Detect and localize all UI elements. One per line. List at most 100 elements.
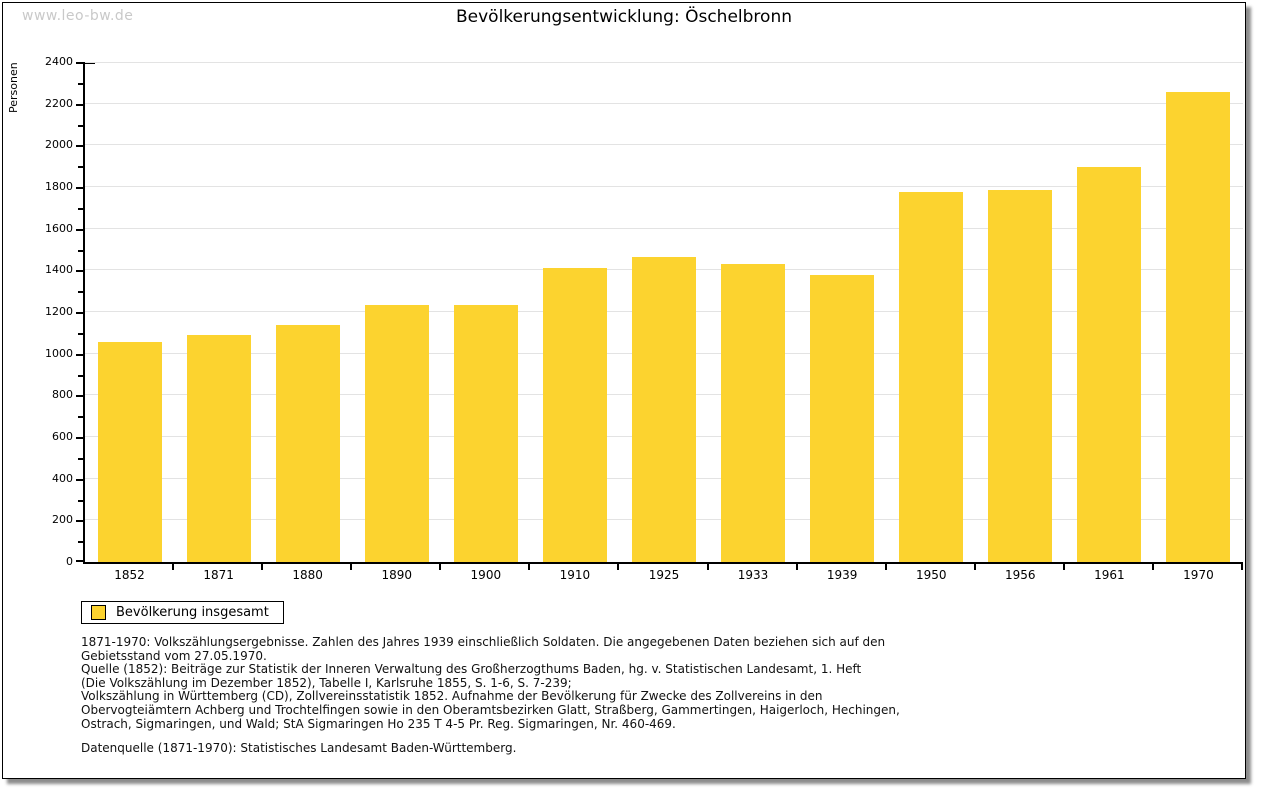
y-tick-2400 xyxy=(76,62,83,64)
y-tick-2100 xyxy=(78,124,83,127)
y-tick-1600 xyxy=(76,228,83,231)
legend-label: Bevölkerung insgesamt xyxy=(116,605,269,620)
y-tick-200 xyxy=(76,520,83,523)
footnote-line-4: (Die Volkszählung im Dezember 1852), Tab… xyxy=(81,675,572,690)
y-tick-label-2000: 2000 xyxy=(45,138,73,152)
datasource-line: Datenquelle (1871-1970): Statistisches L… xyxy=(81,741,517,755)
y-tick-label-1600: 1600 xyxy=(45,221,73,235)
x-tick-13 xyxy=(1241,564,1243,570)
footnote-line-5: Volkszählung in Württemberg (CD), Zollve… xyxy=(81,689,823,704)
y-tick-1800 xyxy=(76,187,83,189)
x-tick-label-1890: 1890 xyxy=(381,568,413,582)
bar-1939 xyxy=(810,274,875,562)
x-tick-label-1880: 1880 xyxy=(292,568,323,582)
footnotes-block: 1871-1970: Volkszählungsergebnisse. Zahl… xyxy=(81,635,900,731)
x-tick-label-1852: 1852 xyxy=(114,568,145,582)
x-tick-label-1910: 1910 xyxy=(559,568,591,582)
y-tick-label-1000: 1000 xyxy=(45,346,73,360)
y-tick-1900 xyxy=(78,166,83,169)
x-tick-7 xyxy=(706,564,709,570)
y-tick-label-1200: 1200 xyxy=(45,305,73,318)
y-tick-800 xyxy=(76,395,83,398)
bar-1852 xyxy=(97,342,162,562)
legend-swatch-icon xyxy=(91,605,106,620)
y-tick-2300 xyxy=(78,82,83,85)
watermark: www.leo-bw.de xyxy=(22,8,134,24)
y-tick-700 xyxy=(78,416,83,419)
chart-page: www.leo-bw.de Bevölkerungsentwicklung: Ö… xyxy=(2,2,1246,779)
footnote-line-6: Obervogteiämtern Achberg und Trochtelfin… xyxy=(81,702,900,717)
bar-1956 xyxy=(988,190,1053,562)
y-tick-1700 xyxy=(78,207,83,210)
y-tick-2200 xyxy=(76,103,83,106)
x-tick-12 xyxy=(1151,564,1154,570)
bar-1880 xyxy=(275,324,340,562)
x-tick-label-1939: 1939 xyxy=(826,568,858,582)
y-tick-500 xyxy=(78,457,83,460)
x-tick-label-1933: 1933 xyxy=(737,568,769,582)
bar-1925 xyxy=(632,256,696,562)
gridline-1800 xyxy=(85,186,1243,187)
footnote-line-3: Quelle (1852): Beiträge zur Statistik de… xyxy=(81,662,862,677)
y-tick-1400 xyxy=(76,270,83,273)
bar-1961 xyxy=(1077,167,1142,562)
bar-1910 xyxy=(542,268,607,562)
y-tick-600 xyxy=(76,437,83,439)
y-tick-label-400: 400 xyxy=(52,471,73,485)
gridline-2000 xyxy=(85,144,1243,146)
footnote-line-7: Ostrach, Sigmaringen, und Wald; StA Sigm… xyxy=(81,716,676,731)
x-tick-label-1900: 1900 xyxy=(470,568,502,582)
gridline-2200 xyxy=(85,102,1243,104)
y-tick-label-600: 600 xyxy=(52,430,73,443)
x-tick-label-1871: 1871 xyxy=(203,568,234,582)
y-tick-label-1800: 1800 xyxy=(45,180,73,193)
bar-1900 xyxy=(453,304,518,562)
footnote-line-2: Gebietsstand vom 27.05.1970. xyxy=(81,648,267,663)
y-tick-label-1400: 1400 xyxy=(45,263,73,277)
y-tick-0 xyxy=(76,560,83,562)
bar-1890 xyxy=(364,304,429,562)
x-tick-5 xyxy=(528,564,531,570)
gridline-1600 xyxy=(85,227,1243,229)
y-tick-100 xyxy=(78,541,83,544)
x-tick-8 xyxy=(795,564,798,570)
y-tick-1000 xyxy=(76,353,83,356)
y-tick-1500 xyxy=(78,249,83,252)
x-tick-label-1925: 1925 xyxy=(648,568,680,582)
x-tick-label-1956: 1956 xyxy=(1005,568,1036,582)
y-tick-label-2200: 2200 xyxy=(45,96,73,110)
x-tick-label-1961: 1961 xyxy=(1094,568,1125,582)
x-tick-3 xyxy=(350,564,353,570)
x-tick-label-1950: 1950 xyxy=(915,568,947,582)
gridline-2400 xyxy=(85,62,1243,63)
bar-1970 xyxy=(1166,92,1231,562)
footnote-line-1: 1871-1970: Volkszählungsergebnisse. Zahl… xyxy=(81,635,886,649)
x-tick-6 xyxy=(617,564,620,570)
x-tick-9 xyxy=(884,564,887,570)
y-tick-300 xyxy=(78,499,83,502)
bar-1871 xyxy=(186,334,251,562)
y-tick-label-2400: 2400 xyxy=(45,55,73,68)
x-tick-label-1970: 1970 xyxy=(1183,568,1214,582)
y-tick-1200 xyxy=(76,312,83,314)
y-tick-label-200: 200 xyxy=(52,513,73,527)
x-tick-1 xyxy=(172,564,175,570)
plot-area: 0 200 400 600 800 1000 1200 1400 1600 1800 2000 220… xyxy=(45,55,1243,582)
y-tick-label-800: 800 xyxy=(52,388,73,402)
bar-1950 xyxy=(899,192,964,562)
y-tick-label-0: 0 xyxy=(66,555,73,568)
y-tick-1100 xyxy=(78,332,83,335)
x-tick-11 xyxy=(1062,564,1065,570)
x-tick-4 xyxy=(439,564,442,570)
bar-1933 xyxy=(721,264,786,562)
y-tick-1300 xyxy=(78,291,83,294)
page-title: Bevölkerungsentwicklung: Öschelbronn xyxy=(456,7,792,27)
x-tick-10 xyxy=(973,564,976,570)
y-tick-900 xyxy=(78,374,83,377)
x-tick-2 xyxy=(261,564,264,570)
y-axis-label: Personen xyxy=(7,62,20,113)
y-tick-400 xyxy=(76,478,83,481)
y-axis-top-cap xyxy=(85,62,95,64)
y-tick-2000 xyxy=(76,145,83,148)
legend-box: Bevölkerung insgesamt xyxy=(81,601,284,624)
